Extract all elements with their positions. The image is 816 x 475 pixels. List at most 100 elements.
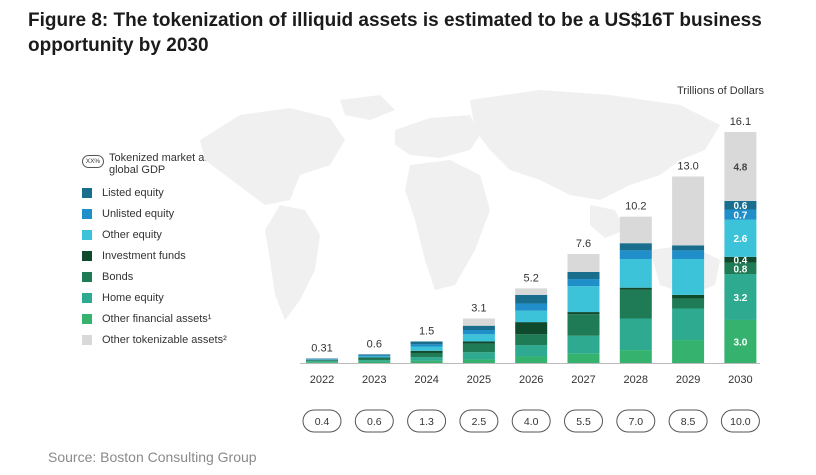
segment-value-label: 0.7	[733, 211, 747, 222]
bar-segment-other-financial-assets-2027	[567, 353, 600, 363]
legend-swatch-other-tokenizable-assets	[82, 334, 92, 345]
bar-segment-other-equity-2023	[358, 356, 391, 358]
legend-label: Listed equity	[102, 186, 164, 199]
legend-label: Unlisted equity	[102, 207, 175, 220]
bar-segment-other-equity-2026	[515, 310, 548, 323]
legend-swatch-home-equity	[82, 292, 92, 303]
bar-segment-unlisted-equity-2026	[515, 303, 548, 311]
bar-segment-other-equity-2028	[619, 258, 652, 288]
legend-item-investment-funds: Investment funds	[82, 245, 259, 266]
gdp-percent-value: 1.3	[419, 416, 434, 428]
bar-segment-unlisted-equity-2024	[410, 344, 443, 347]
bar-segment-home-equity-2023	[358, 360, 391, 362]
legend-item-unlisted-equity: Unlisted equity	[82, 203, 259, 224]
source-note: Source: Boston Consulting Group	[48, 449, 257, 465]
legend-item-other-tokenizable-assets: Other tokenizable assets²	[82, 329, 259, 350]
bar-segment-home-equity-2024	[410, 357, 443, 361]
segment-value-label: 3.0	[733, 337, 747, 348]
bar-segment-unlisted-equity-2030	[724, 209, 757, 220]
x-tick-label: 2024	[414, 374, 438, 386]
bar-segment-other-financial-assets-2022	[306, 362, 338, 363]
bar-segment-other-financial-assets-2026	[515, 356, 548, 363]
bar-segment-unlisted-equity-2028	[619, 250, 652, 259]
segment-value-label: 0.6	[733, 201, 747, 212]
bar-segment-bonds-2023	[358, 358, 391, 361]
bar-segment-listed-equity-2025	[462, 325, 495, 330]
legend-swatch-other-financial-assets	[82, 313, 92, 324]
bar-segment-listed-equity-2027	[567, 271, 600, 280]
bar-segment-listed-equity-2030	[724, 200, 757, 210]
bar-segment-other-equity-2024	[410, 346, 443, 351]
bar-segment-unlisted-equity-2029	[672, 250, 705, 259]
gdp-percent-badge	[459, 409, 499, 433]
bar-segment-investment-funds-2026	[515, 322, 548, 335]
bar-segment-other-equity-2025	[462, 334, 495, 342]
bar-segment-investment-funds-2030	[724, 256, 757, 263]
unit-label: Trillions of Dollars	[676, 85, 764, 97]
legend-label: Other financial assets¹	[102, 312, 212, 325]
legend-label: Other tokenizable assets²	[102, 333, 227, 346]
gdp-percent-value: 0.6	[367, 416, 382, 428]
x-tick-label: 2029	[676, 374, 700, 386]
gdp-percent-badge	[302, 409, 342, 433]
legend-label: Home equity	[102, 291, 164, 304]
gdp-percent-value: 2.5	[472, 416, 487, 428]
bar-segment-unlisted-equity-2027	[567, 279, 600, 287]
bar-segment-investment-funds-2024	[410, 350, 443, 353]
bar-segment-other-financial-assets-2029	[672, 340, 705, 363]
legend-swatch-unlisted-equity	[82, 208, 92, 219]
legend-swatch-listed-equity	[82, 187, 92, 198]
bar-segment-other-tokenizable-assets-2029	[672, 176, 705, 246]
bar-segment-home-equity-2025	[462, 352, 495, 360]
bar-segment-investment-funds-2023	[358, 357, 391, 359]
bar-segment-other-financial-assets-2030	[724, 319, 757, 363]
bar-segment-listed-equity-2029	[672, 245, 705, 251]
gdp-percent-value: 5.5	[576, 416, 591, 428]
x-tick-label: 2027	[571, 374, 595, 386]
bar-segment-other-financial-assets-2024	[410, 360, 443, 363]
gdp-percent-badge	[720, 409, 760, 433]
bar-total-label: 1.5	[419, 325, 434, 337]
bar-segment-bonds-2027	[567, 314, 600, 336]
bar-segment-listed-equity-2024	[410, 341, 443, 345]
x-tick-label: 2030	[728, 374, 752, 386]
legend: XX% Tokenized market as a % of global GD…	[82, 152, 259, 350]
legend-item-home-equity: Home equity	[82, 287, 259, 308]
legend-item-other-equity: Other equity	[82, 224, 259, 245]
segment-value-label: 0.4	[733, 256, 747, 267]
bar-segment-investment-funds-2027	[567, 312, 600, 315]
bar-segment-other-tokenizable-assets-2025	[462, 318, 495, 326]
x-tick-label: 2022	[310, 374, 334, 386]
bar-segment-other-equity-2030	[724, 219, 757, 257]
bar-segment-other-tokenizable-assets-2028	[619, 216, 652, 244]
gdp-percent-badge-icon: XX%	[82, 155, 104, 168]
figure-title: Figure 8: The tokenization of illiquid a…	[28, 10, 762, 56]
bar-total-label: 0.31	[311, 343, 332, 355]
bar-segment-bonds-2028	[619, 289, 652, 319]
bar-segment-other-tokenizable-assets-2026	[515, 288, 548, 295]
bar-segment-other-financial-assets-2023	[358, 361, 391, 363]
bar-total-label: 16.1	[730, 116, 751, 128]
legend-label: Bonds	[102, 270, 134, 283]
gdp-percent-badge	[668, 409, 708, 433]
gdp-percent-badge	[354, 409, 394, 433]
bar-segment-home-equity-2028	[619, 318, 652, 351]
bar-segment-bonds-2029	[672, 298, 705, 309]
bar-segment-home-equity-2022	[306, 361, 338, 363]
legend-label: Other equity	[102, 228, 162, 241]
x-tick-label: 2026	[519, 374, 543, 386]
x-tick-label: 2023	[362, 374, 386, 386]
legend-item-bonds: Bonds	[82, 266, 259, 287]
bar-segment-unlisted-equity-2023	[358, 355, 391, 357]
gdp-percent-value: 4.0	[524, 416, 539, 428]
bar-segment-home-equity-2026	[515, 345, 548, 357]
bar-segment-bonds-2025	[462, 343, 495, 353]
bar-segment-investment-funds-2029	[672, 294, 705, 299]
segment-value-label: 2.6	[733, 234, 747, 245]
gdp-percent-badge	[616, 409, 656, 433]
legend-label: Investment funds	[102, 249, 186, 262]
legend-swatch-other-equity	[82, 229, 92, 240]
bar-segment-home-equity-2030	[724, 274, 757, 320]
bar-segment-home-equity-2027	[567, 335, 600, 354]
